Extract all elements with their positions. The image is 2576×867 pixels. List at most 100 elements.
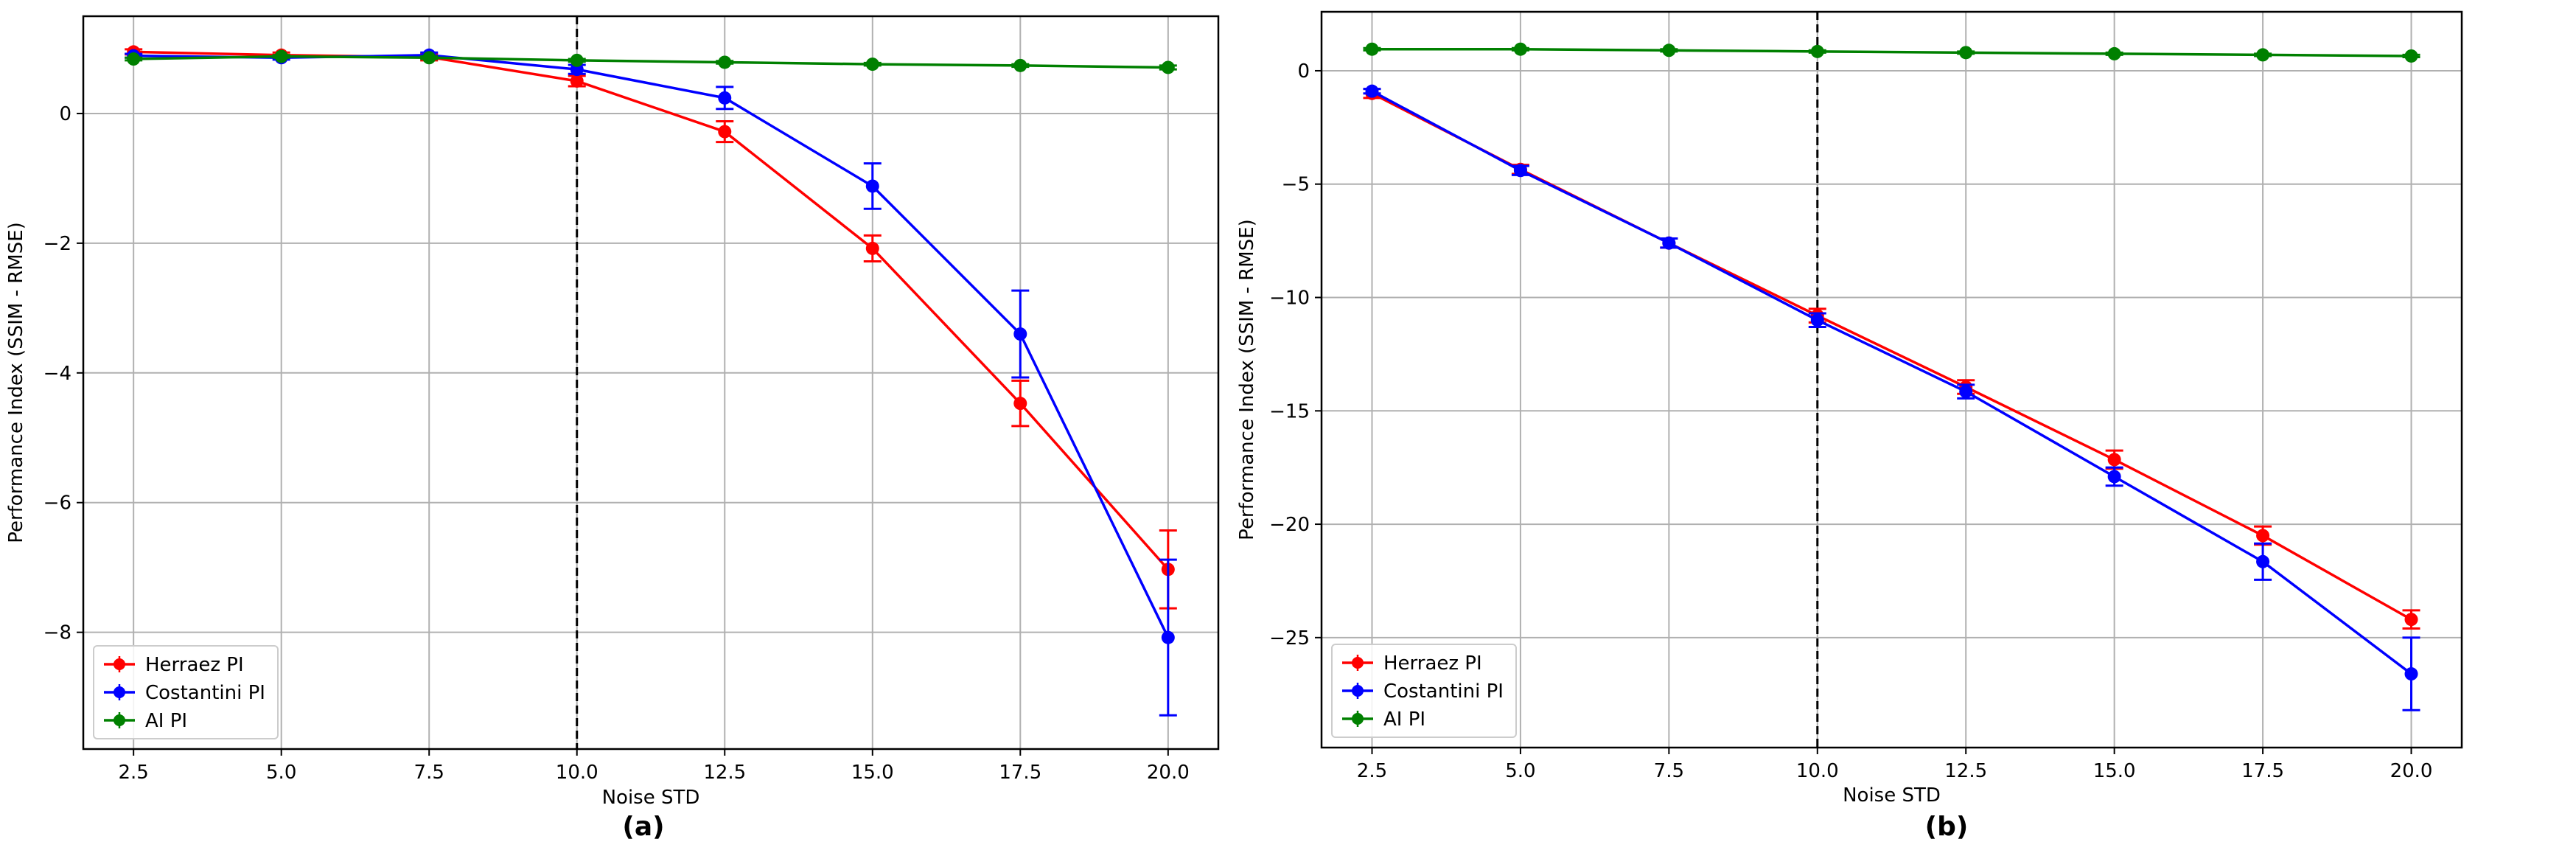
chart-b-series-herraez-pi-point-6	[2256, 529, 2270, 543]
chart-b-legend-label-costantini-pi: Costantini PI	[1383, 680, 1504, 703]
chart-b-x-tick-label-6: 17.5	[2241, 760, 2284, 782]
chart-a-series-ai-pi-line	[133, 55, 1168, 69]
chart-b-x-tick-label-0: 2.5	[1357, 760, 1387, 782]
chart-a-y-tick-label-0: 0	[59, 103, 71, 125]
chart-a-series-ai-pi-point-3	[570, 53, 584, 67]
chart-a-y-tick-label-2: −4	[43, 363, 71, 385]
chart-a-series-herraez-pi-point-6	[1013, 397, 1027, 411]
chart-a-series-herraez-pi	[125, 45, 1177, 610]
chart-a-series-ai-pi-point-6	[1013, 58, 1027, 72]
chart-a-legend-label-ai-pi: AI PI	[145, 710, 187, 732]
chart-b-series-costantini-pi-point-2	[1662, 236, 1676, 250]
chart-a-series-costantini-pi-point-5	[865, 179, 879, 193]
chart-a-legend-marker-ai-pi	[114, 714, 125, 726]
chart-b-y-axis-label: Performance Index (SSIM - RMSE)	[1236, 219, 1258, 540]
chart-a: 2.5 5.0 7.5 10.0 12.5 15.0 17.5 20.0 0 −2 −4 −6 −8 No…	[5, 15, 1220, 842]
chart-b-legend-marker-herraez-pi	[1352, 657, 1364, 669]
chart-a-series-ai-pi	[125, 49, 1177, 74]
chart-b-series-ai-pi-point-7	[2404, 49, 2418, 63]
chart-b-axes-frame	[1320, 10, 2463, 749]
chart-a-series-ai-pi-point-4	[718, 55, 732, 69]
chart-b-y-tick-label-5: −25	[1269, 627, 1310, 650]
chart-b-legend-marker-costantini-pi	[1352, 685, 1364, 697]
chart-b-series-costantini-pi-point-5	[2107, 470, 2121, 484]
chart-b-panel-label: (b)	[1925, 812, 1969, 842]
chart-b-x-tick-label-2: 7.5	[1654, 760, 1684, 782]
chart-b-series-herraez-pi-point-5	[2107, 453, 2121, 467]
chart-b-y-tick-label-3: −15	[1269, 400, 1310, 422]
chart-b-series-ai-pi-point-0	[1365, 42, 1379, 56]
chart-b-series-ai-pi-point-2	[1662, 43, 1676, 58]
chart-b-series-ai-pi-point-6	[2256, 48, 2270, 62]
chart-a-x-tick-label-2: 7.5	[414, 762, 444, 784]
chart-a-x-tick-label-7: 20.0	[1147, 762, 1190, 784]
chart-a-x-tick-label-4: 12.5	[703, 762, 746, 784]
chart-a-series-costantini-pi-point-3	[570, 63, 584, 77]
chart-a-series-herraez-pi-point-4	[718, 125, 732, 139]
chart-a-series-ai-pi-point-7	[1161, 60, 1175, 74]
chart-b: 2.5 5.0 7.5 10.0 12.5 15.0 17.5 20.0 0 −5 −10 −15 −2…	[1236, 10, 2463, 842]
chart-b-series-ai-pi-point-3	[1810, 44, 1824, 58]
chart-b-legend-box	[1331, 644, 1517, 738]
chart-b-x-tick-label-3: 10.0	[1796, 760, 1839, 782]
chart-b-series-ai-pi-point-1	[1513, 42, 1527, 56]
chart-b-series-costantini-pi-point-0	[1365, 84, 1379, 98]
chart-a-axes-frame	[82, 15, 1220, 751]
chart-b-x-axis-label: Noise STD	[1843, 784, 1941, 807]
chart-a-y-axis-label: Performance Index (SSIM - RMSE)	[5, 222, 27, 543]
chart-b-y-tick-label-1: −5	[1282, 174, 1310, 196]
chart-b-series-costantini-pi-point-7	[2404, 667, 2418, 681]
chart-a-series-costantini-pi-point-6	[1013, 327, 1027, 341]
chart-b-legend-marker-ai-pi	[1352, 713, 1364, 725]
chart-a-x-tick-label-5: 15.0	[851, 762, 894, 784]
chart-a-series-costantini-pi	[125, 48, 1177, 717]
chart-b-series-costantini-pi-point-1	[1513, 164, 1527, 178]
chart-b-y-tick-label-4: −20	[1269, 514, 1310, 536]
chart-a-x-tick-label-3: 10.0	[556, 762, 598, 784]
chart-a-series-herraez-pi-point-3	[570, 74, 584, 88]
chart-b-series-costantini-pi-line	[1371, 90, 2412, 675]
chart-a-series-ai-pi-point-5	[865, 58, 879, 72]
chart-a-series-ai-pi-point-2	[422, 51, 436, 65]
chart-b-x-tick-label-1: 5.0	[1505, 760, 1535, 782]
chart-b-series-costantini-pi-point-4	[1959, 385, 1973, 399]
chart-a-legend: Herraez PI Costantini PI AI PI	[93, 645, 279, 739]
chart-a-x-tick-label-0: 2.5	[118, 762, 148, 784]
chart-b-y-tick-label-0: 0	[1297, 60, 1310, 83]
chart-b-legend: Herraez PI Costantini PI AI PI	[1331, 644, 1517, 738]
chart-a-legend-label-herraez-pi: Herraez PI	[145, 654, 244, 676]
chart-a-panel-label: (a)	[622, 812, 664, 842]
chart-a-series-costantini-pi-point-4	[718, 91, 732, 105]
chart-a-x-tick-label-1: 5.0	[266, 762, 296, 784]
chart-a-legend-marker-herraez-pi	[114, 658, 125, 670]
chart-b-series-ai-pi-line	[1372, 47, 2412, 58]
chart-a-y-tick-label-1: −2	[43, 233, 71, 255]
chart-b-series-ai-pi-point-5	[2107, 46, 2121, 60]
chart-a-x-tick-label-6: 17.5	[999, 762, 1041, 784]
chart-b-x-tick-label-7: 20.0	[2390, 760, 2433, 782]
chart-b-series-costantini-pi-point-3	[1810, 313, 1824, 327]
chart-a-series-herraez-pi-line	[133, 50, 1170, 571]
chart-b-series-herraez-pi-point-7	[2404, 613, 2418, 627]
chart-b-y-tick-label-2: −10	[1269, 288, 1310, 310]
chart-a-legend-label-costantini-pi: Costantini PI	[145, 682, 265, 704]
chart-a-y-tick-label-4: −8	[43, 622, 71, 644]
chart-b-x-tick-label-4: 12.5	[1944, 760, 1987, 782]
chart-a-x-axis-label: Noise STD	[602, 787, 700, 809]
chart-b-series-costantini-pi-point-6	[2256, 554, 2270, 568]
chart-b-x-tick-label-5: 15.0	[2093, 760, 2136, 782]
chart-b-series-ai-pi	[1363, 42, 2420, 63]
chart-b-series-costantini-pi	[1363, 84, 2420, 711]
chart-b-legend-label-ai-pi: AI PI	[1383, 708, 1425, 731]
chart-a-y-tick-label-3: −6	[43, 492, 71, 515]
chart-a-series-costantini-pi-line	[133, 54, 1170, 638]
chart-a-series-costantini-pi-point-7	[1161, 630, 1175, 644]
chart-b-series-ai-pi-point-4	[1959, 46, 1973, 60]
chart-a-series-herraez-pi-point-5	[865, 241, 879, 255]
chart-a-series-ai-pi-point-0	[127, 52, 141, 66]
chart-a-legend-marker-costantini-pi	[114, 686, 125, 698]
chart-a-legend-box	[93, 645, 279, 739]
chart-a-series-ai-pi-point-1	[274, 49, 288, 63]
